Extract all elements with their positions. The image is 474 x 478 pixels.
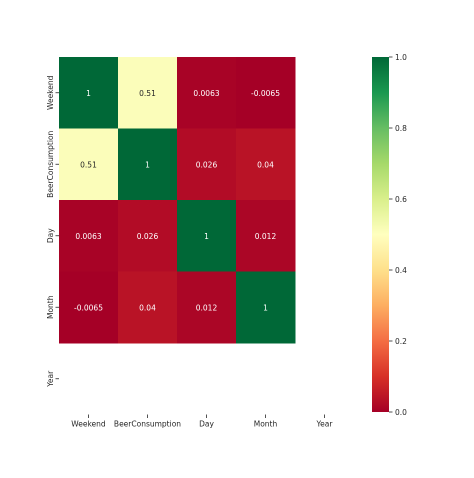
colorbar <box>372 57 389 412</box>
heatmap-cell <box>236 271 296 344</box>
cell-value-label: 0.012 <box>196 303 218 312</box>
cell-value-label: 0.026 <box>196 160 218 169</box>
x-axis: Weekend BeerConsumption Day Month Year <box>71 414 334 429</box>
heatmap-cell <box>59 200 119 272</box>
cell-value-label: 1 <box>86 89 91 98</box>
colorbar-tick-label: 0.0 <box>395 408 407 417</box>
cell-value-label: 0.04 <box>257 160 274 169</box>
cell-value-label: -0.0065 <box>251 89 280 98</box>
y-tick-label: Month <box>46 295 55 319</box>
heatmap-cell <box>118 57 178 129</box>
cell-value-label: 0.026 <box>137 232 159 241</box>
x-tick-label: Month <box>254 420 278 429</box>
x-tick-label: Weekend <box>71 420 106 429</box>
cell-value-label: 0.012 <box>255 232 277 241</box>
colorbar-tick-label: 1.0 <box>395 53 407 62</box>
heatmap-cell <box>118 128 178 201</box>
x-tick-label: Year <box>316 420 334 429</box>
x-tick-label: BeerConsumption <box>114 420 181 429</box>
heatmap-cell <box>236 128 296 201</box>
heatmap-cell <box>236 200 296 272</box>
cell-value-label: 0.51 <box>80 160 97 169</box>
colorbar-tick-label: 0.8 <box>395 124 407 133</box>
y-tick-label: Weekend <box>46 75 55 110</box>
heatmap-cell <box>118 271 178 344</box>
heatmap-cells <box>59 57 296 344</box>
heatmap-cell <box>59 271 119 344</box>
heatmap-cell <box>177 57 237 129</box>
y-tick-label: BeerConsumption <box>46 130 55 197</box>
cell-value-label: 1 <box>204 232 209 241</box>
y-tick-label: Day <box>46 228 55 243</box>
colorbar-tick-label: 0.6 <box>395 195 407 204</box>
colorbar-axis: 0.0 0.2 0.4 0.6 0.8 1.0 <box>389 53 407 417</box>
cell-value-label: -0.0065 <box>74 303 103 312</box>
heatmap-cell-labels: 1 0.51 0.0063 -0.0065 0.51 1 0.026 0.04 0.0063 0.… <box>74 89 280 313</box>
colorbar-tick-label: 0.2 <box>395 337 407 346</box>
heatmap-cell <box>59 128 119 201</box>
colorbar-tick-label: 0.4 <box>395 266 407 275</box>
cell-value-label: 0.04 <box>139 303 156 312</box>
heatmap-cell <box>177 128 237 201</box>
y-tick-label: Year <box>46 370 55 388</box>
heatmap-cell <box>236 57 296 129</box>
heatmap-cell <box>59 57 119 129</box>
heatmap-cell <box>177 271 237 344</box>
cell-value-label: 1 <box>145 160 150 169</box>
cell-value-label: 0.0063 <box>193 89 219 98</box>
cell-value-label: 1 <box>263 303 268 312</box>
y-axis: Weekend BeerConsumption Day Month Year <box>46 75 59 388</box>
cell-value-label: 0.51 <box>139 89 156 98</box>
cell-value-label: 0.0063 <box>75 232 101 241</box>
heatmap-cell <box>177 200 237 272</box>
x-tick-label: Day <box>199 420 214 429</box>
heatmap-cell <box>118 200 178 272</box>
